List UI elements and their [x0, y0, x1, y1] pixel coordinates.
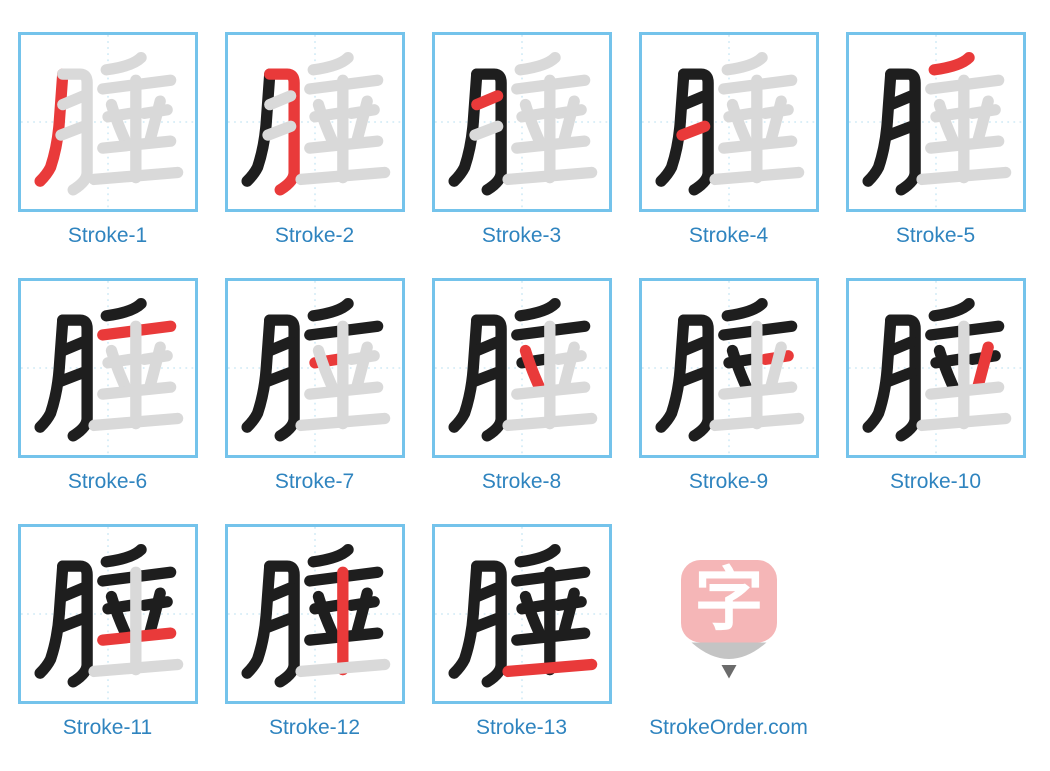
stroke-label: Stroke-9 — [689, 470, 768, 494]
stroke-cell: Stroke-13 — [418, 524, 625, 740]
stroke-cell: Stroke-3 — [418, 32, 625, 248]
stroke-label: Stroke-3 — [482, 224, 561, 248]
stroke-tile — [225, 524, 405, 704]
svg-text:字: 字 — [694, 561, 763, 638]
stroke-label: Stroke-1 — [68, 224, 147, 248]
stroke-cell: Stroke-8 — [418, 278, 625, 494]
brand-logo: 字 — [639, 524, 819, 704]
brand-label: StrokeOrder.com — [649, 716, 808, 740]
stroke-tile — [225, 32, 405, 212]
stroke-cell: Stroke-7 — [211, 278, 418, 494]
character-glyph — [21, 35, 195, 209]
stroke-cell: Stroke-5 — [832, 32, 1039, 248]
stroke-cell: Stroke-9 — [625, 278, 832, 494]
stroke-tile — [432, 278, 612, 458]
stroke-tile — [18, 278, 198, 458]
stroke-cell: Stroke-4 — [625, 32, 832, 248]
stroke-label: Stroke-10 — [890, 470, 981, 494]
character-glyph — [435, 281, 609, 455]
character-glyph — [228, 527, 402, 701]
character-glyph — [642, 35, 816, 209]
stroke-tile — [18, 32, 198, 212]
character-glyph — [435, 35, 609, 209]
stroke-label: Stroke-12 — [269, 716, 360, 740]
stroke-tile — [225, 278, 405, 458]
stroke-tile — [846, 32, 1026, 212]
stroke-label: Stroke-6 — [68, 470, 147, 494]
stroke-label: Stroke-11 — [63, 716, 153, 740]
stroke-tile — [432, 32, 612, 212]
stroke-cell: Stroke-1 — [4, 32, 211, 248]
stroke-tile — [432, 524, 612, 704]
stroke-cell: Stroke-12 — [211, 524, 418, 740]
stroke-cell: Stroke-10 — [832, 278, 1039, 494]
character-glyph — [228, 35, 402, 209]
stroke-grid: Stroke-1 Stroke-2 Stroke-3 Stroke-4 — [4, 32, 1046, 770]
stroke-label: Stroke-4 — [689, 224, 768, 248]
stroke-label: Stroke-8 — [482, 470, 561, 494]
character-glyph — [849, 35, 1023, 209]
stroke-label: Stroke-13 — [476, 716, 567, 740]
character-glyph — [21, 281, 195, 455]
character-glyph — [435, 527, 609, 701]
character-glyph — [849, 281, 1023, 455]
stroke-cell: Stroke-11 — [4, 524, 211, 740]
character-glyph — [21, 527, 195, 701]
stroke-label: Stroke-2 — [275, 224, 354, 248]
character-glyph — [228, 281, 402, 455]
stroke-cell: Stroke-2 — [211, 32, 418, 248]
stroke-cell: Stroke-6 — [4, 278, 211, 494]
stroke-tile — [846, 278, 1026, 458]
stroke-tile — [639, 278, 819, 458]
stroke-label: Stroke-7 — [275, 470, 354, 494]
brand-cell: 字 StrokeOrder.com — [625, 524, 832, 740]
stroke-tile — [18, 524, 198, 704]
stroke-label: Stroke-5 — [896, 224, 975, 248]
stroke-tile — [639, 32, 819, 212]
character-glyph — [642, 281, 816, 455]
